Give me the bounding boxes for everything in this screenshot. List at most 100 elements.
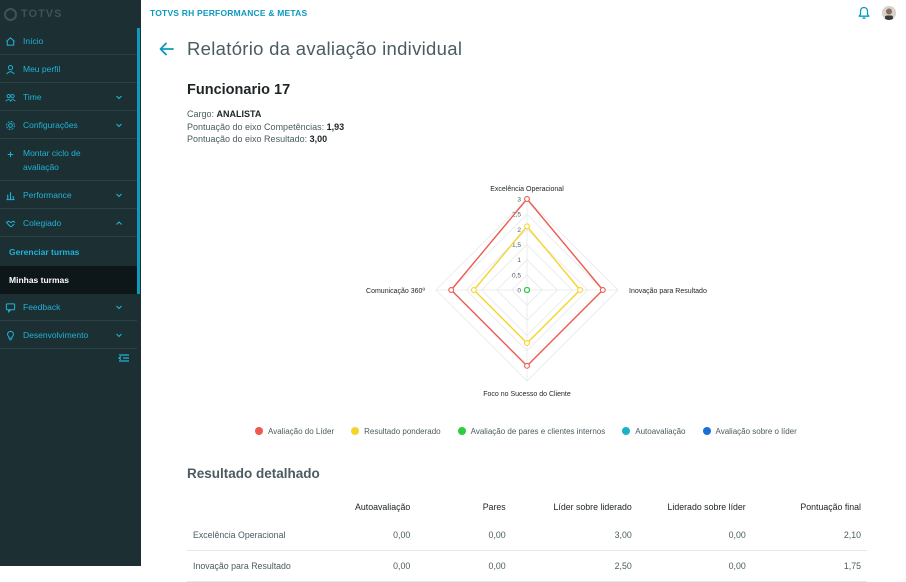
radar-chart: 0 0,5 1 1,5 2 2,5 3 Excelência Operacional Inova…	[366, 186, 707, 398]
details-table: Autoavaliação Pares Líder sobre liderado Li…	[187, 494, 867, 582]
sidebar-item-label: Time	[23, 92, 42, 102]
gear-icon	[5, 120, 16, 131]
back-arrow-icon[interactable]	[158, 40, 176, 58]
sidebar-item-performance[interactable]: Performance	[0, 182, 137, 209]
radar-tick-label: 3	[517, 197, 521, 204]
app-title: TOTVS RH PERFORMANCE & METAS	[150, 8, 308, 18]
legend-label: Resultado ponderado	[364, 426, 441, 436]
legend-item[interactable]: Avaliação do Líder	[255, 427, 334, 436]
table-cell: 0,00	[637, 550, 752, 582]
table-cell: 1,75	[751, 550, 867, 582]
sidebar-item-montar-ciclo-de-avaliacao[interactable]: Montar ciclo de avaliação	[0, 140, 137, 181]
table-row: Inovação para Resultado 0,00 0,00 2,50 0,00 1…	[187, 550, 867, 582]
radar-data-point	[524, 340, 530, 347]
sidebar-item-configuracoes[interactable]: Configurações	[0, 112, 137, 139]
chart-legend: Avaliação do Líder Resultado ponderado Ava…	[255, 425, 814, 437]
table-cell: 0,00	[637, 520, 752, 551]
sidebar-item-label: Feedback	[23, 302, 61, 312]
chevron-down-icon	[116, 333, 122, 338]
legend-item[interactable]: Resultado ponderado	[351, 427, 441, 436]
radar-tick-label: 1,5	[512, 242, 521, 249]
sidebar-item-colegiado[interactable]: Colegiado	[0, 210, 137, 237]
bulb-icon	[5, 330, 16, 341]
radar-data-point	[599, 287, 606, 293]
table-cell: 0,00	[416, 520, 512, 551]
chevron-down-icon	[116, 305, 122, 310]
details-title: Resultado detalhado	[187, 466, 320, 481]
radar-tick-label: 2	[517, 227, 521, 234]
column-header: Pares	[482, 502, 506, 512]
table-cell: 0,00	[315, 520, 417, 551]
sidebar-item-label: Início	[23, 36, 44, 46]
radar-tick-label: 1	[517, 257, 521, 264]
logo: TOTVS	[4, 6, 62, 22]
sidebar-item-label: Desenvolvimento	[23, 330, 89, 340]
table-cell: 0,00	[315, 550, 417, 582]
radar-axis-label: Comunicação 360º	[366, 288, 425, 295]
chevron-up-icon	[116, 221, 122, 225]
table-row: Excelência Operacional 0,00 0,00 3,00 0,00 2,…	[187, 520, 867, 551]
page-title: Relatório da avaliação individual	[187, 38, 463, 59]
resultado-value: 3,00	[309, 134, 328, 144]
legend-label: Autoavaliação	[635, 426, 686, 436]
column-header: Liderado sobre líder	[667, 502, 746, 512]
plus-icon	[5, 149, 16, 160]
sidebar-item-label: Montar ciclo de avaliação	[23, 148, 81, 172]
legend-dot	[457, 427, 466, 435]
logo-text: TOTVS	[21, 8, 63, 20]
table-cell: 2,50	[511, 550, 638, 582]
radar-tick-label: 0	[517, 288, 521, 295]
sidebar-subitem-gerenciar-turmas[interactable]: Gerenciar turmas	[9, 247, 80, 257]
legend-label: Avaliação sobre o líder	[715, 426, 797, 436]
sidebar-item-feedback[interactable]: Feedback	[0, 294, 137, 321]
sidebar-item-inicio[interactable]: Início	[0, 28, 137, 55]
radar-axis-label: Inovação para Resultado	[629, 288, 707, 295]
handshake-icon	[5, 218, 16, 229]
column-header	[187, 494, 316, 520]
sidebar-item-time[interactable]: Time	[0, 84, 137, 111]
legend-item[interactable]: Avaliação sobre o líder	[702, 426, 797, 436]
radar-axis-label: Foco no Sucesso do Cliente	[483, 391, 571, 398]
legend-label: Avaliação de pares e clientes internos	[470, 426, 606, 436]
cargo-value: ANALISTA	[216, 109, 262, 119]
user-icon	[5, 64, 16, 75]
logo-icon	[4, 7, 17, 21]
cargo-label: Cargo:	[187, 109, 215, 119]
sidebar-active-accent	[137, 28, 140, 294]
radar-tick-label: 0,5	[512, 272, 521, 279]
app-header: TOTVS RH PERFORMANCE & METAS	[141, 0, 906, 28]
user-avatar[interactable]	[882, 6, 896, 20]
row-label: Inovação para Resultado	[187, 550, 316, 582]
resultado-label: Pontuação do eixo Resultado:	[187, 134, 308, 144]
competencias-value: 1,93	[326, 122, 345, 132]
sidebar-subitem-minhas-turmas[interactable]: Minhas turmas	[0, 266, 137, 294]
radar-data-point	[524, 287, 530, 293]
radar-data-point	[577, 287, 584, 293]
radar-data-point	[524, 223, 530, 230]
chevron-down-icon	[116, 193, 122, 198]
notifications-bell-icon[interactable]	[857, 6, 871, 20]
collapse-menu-icon[interactable]	[118, 352, 130, 364]
sidebar-item-desenvolvimento[interactable]: Desenvolvimento	[0, 322, 137, 349]
cargo-info: Cargo: ANALISTA	[187, 109, 261, 119]
team-icon	[5, 92, 16, 103]
chart-icon	[5, 190, 16, 201]
sidebar: TOTVS Início Meu perfil Time Configurações M…	[0, 0, 141, 566]
sidebar-item-meu-perfil[interactable]: Meu perfil	[0, 56, 137, 83]
legend-label: Avaliação do Líder	[268, 426, 335, 436]
column-header: Líder sobre liderado	[553, 502, 632, 512]
radar-data-point	[524, 196, 530, 202]
sidebar-item-label: Meu perfil	[23, 64, 61, 74]
table-cell: 3,00	[511, 520, 638, 551]
legend-dot	[622, 427, 631, 435]
sidebar-item-label: Configurações	[23, 120, 78, 130]
radar-data-point	[448, 287, 455, 293]
legend-item[interactable]: Avaliação de pares e clientes internos	[457, 426, 606, 436]
row-label: Excelência Operacional	[187, 520, 316, 551]
sidebar-item-label: Colegiado	[23, 218, 62, 228]
resultado-info: Pontuação do eixo Resultado: 3,00	[187, 134, 327, 144]
chevron-down-icon	[116, 123, 122, 128]
radar-axis-label: Excelência Operacional	[490, 186, 564, 193]
column-header: Autoavaliação	[355, 502, 411, 512]
legend-item[interactable]: Autoavaliação	[622, 426, 686, 436]
